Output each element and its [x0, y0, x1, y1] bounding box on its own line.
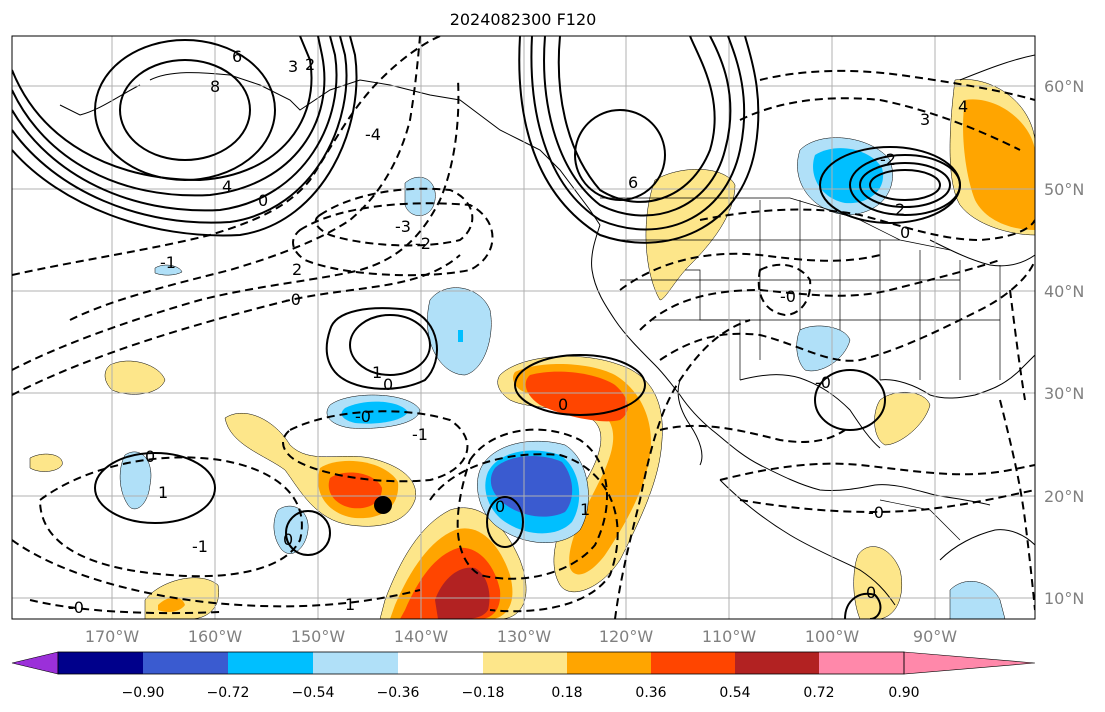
- map-title: 2024082300 F120: [449, 10, 597, 29]
- contour-label: -0: [355, 407, 371, 426]
- longitude-label: 150°W: [291, 627, 346, 646]
- colorbar-tick: −0.90: [122, 685, 165, 701]
- latitude-label: 30°N: [1044, 384, 1084, 403]
- longitude-label: 160°W: [188, 627, 243, 646]
- contour-label: -1: [412, 425, 428, 444]
- colorbar-tick: −0.72: [207, 685, 250, 701]
- contour-label: 3: [920, 110, 930, 129]
- contour-label: 0: [866, 583, 876, 602]
- contour-label: 6: [232, 47, 242, 66]
- contour-label: 0: [283, 530, 293, 549]
- colorbar-swatch: [651, 652, 735, 674]
- longitude-label: 100°W: [805, 627, 860, 646]
- contour-label: -0: [815, 373, 831, 392]
- longitude-label: 140°W: [394, 627, 449, 646]
- colorbar-extend-min: [11, 651, 59, 675]
- colorbar: −0.90 −0.72 −0.54 −0.36 −0.18 0.18 0.36 …: [11, 651, 1036, 701]
- latitude-label: 10°N: [1044, 589, 1084, 608]
- contour-label: -2: [880, 150, 896, 169]
- contour-label: -4: [365, 125, 381, 144]
- colorbar-tick: −0.18: [462, 685, 505, 701]
- contour-label: -0: [285, 290, 301, 309]
- contour-label: 2: [292, 260, 302, 279]
- latitude-label: 20°N: [1044, 487, 1084, 506]
- contour-label: 2: [305, 55, 315, 74]
- latitude-label: 60°N: [1044, 77, 1084, 96]
- contour-label: 4: [958, 97, 968, 116]
- contour-label: 0: [900, 223, 910, 242]
- longitude-label: 130°W: [497, 627, 552, 646]
- contour-label: -0: [868, 503, 884, 522]
- contour-label: 8: [210, 77, 220, 96]
- contour-label: 0: [383, 375, 393, 394]
- map-plot-area: 6 8 3 2 4 0 -4 -3 -2 -1 -0 1 2 0 3 4 6 -…: [12, 36, 1035, 619]
- storm-center-marker: [374, 496, 392, 514]
- contour-label: 6: [628, 173, 638, 192]
- latitude-label: 40°N: [1044, 282, 1084, 301]
- colorbar-swatch: [735, 652, 819, 674]
- contour-label: 0: [495, 497, 505, 516]
- contour-label: 2: [895, 200, 905, 219]
- contour-label-group: 6 8 3 2 4 0 -4 -3 -2 -1 -0 1 2 0 3 4 6 -…: [68, 47, 968, 617]
- colorbar-tick: 0.18: [551, 685, 582, 701]
- colorbar-tick: 0.72: [803, 685, 834, 701]
- contour-label: -3: [395, 217, 411, 236]
- contour-label: 1: [372, 363, 382, 382]
- colorbar-swatch: [58, 652, 143, 674]
- contour-label: 0: [258, 191, 268, 210]
- contour-label: 1: [580, 500, 590, 519]
- colorbar-swatch: [398, 652, 483, 674]
- longitude-axis: 170°W 160°W 150°W 140°W 130°W 120°W 110°…: [85, 627, 957, 646]
- colorbar-swatch: [483, 652, 567, 674]
- colorbar-tick: −0.36: [377, 685, 420, 701]
- colorbar-tick: 0.54: [719, 685, 750, 701]
- coastlines: [59, 54, 1035, 606]
- contour-label: 4: [222, 177, 232, 196]
- latitude-axis: 60°N 50°N 40°N 30°N 20°N 10°N: [1044, 77, 1084, 608]
- contour-label: 1: [345, 595, 355, 614]
- longitude-label: 90°W: [913, 627, 957, 646]
- colorbar-swatch: [143, 652, 228, 674]
- dashed-contour-lines: [12, 36, 1035, 619]
- contour-label: -0: [68, 598, 84, 617]
- colorbar-extend-max: [903, 651, 1036, 675]
- colorbar-tick: −0.54: [292, 685, 335, 701]
- colorbar-swatch: [567, 652, 651, 674]
- contour-label: -0: [780, 287, 796, 306]
- colorbar-tick: 0.90: [888, 685, 919, 701]
- longitude-label: 110°W: [702, 627, 757, 646]
- colorbar-swatch: [819, 652, 904, 674]
- longitude-label: 120°W: [599, 627, 654, 646]
- contour-label: -2: [415, 234, 431, 253]
- colorbar-tick: 0.36: [635, 685, 666, 701]
- plot-frame: [11, 35, 1036, 620]
- contour-label: -1: [192, 537, 208, 556]
- longitude-label: 170°W: [85, 627, 140, 646]
- colorbar-swatch: [313, 652, 398, 674]
- contour-label: 1: [158, 483, 168, 502]
- contour-label: 0: [558, 395, 568, 414]
- latitude-label: 50°N: [1044, 180, 1084, 199]
- contour-label: 3: [288, 57, 298, 76]
- contour-label: 0: [145, 447, 155, 466]
- colorbar-swatch: [228, 652, 313, 674]
- contour-label: -1: [160, 253, 176, 272]
